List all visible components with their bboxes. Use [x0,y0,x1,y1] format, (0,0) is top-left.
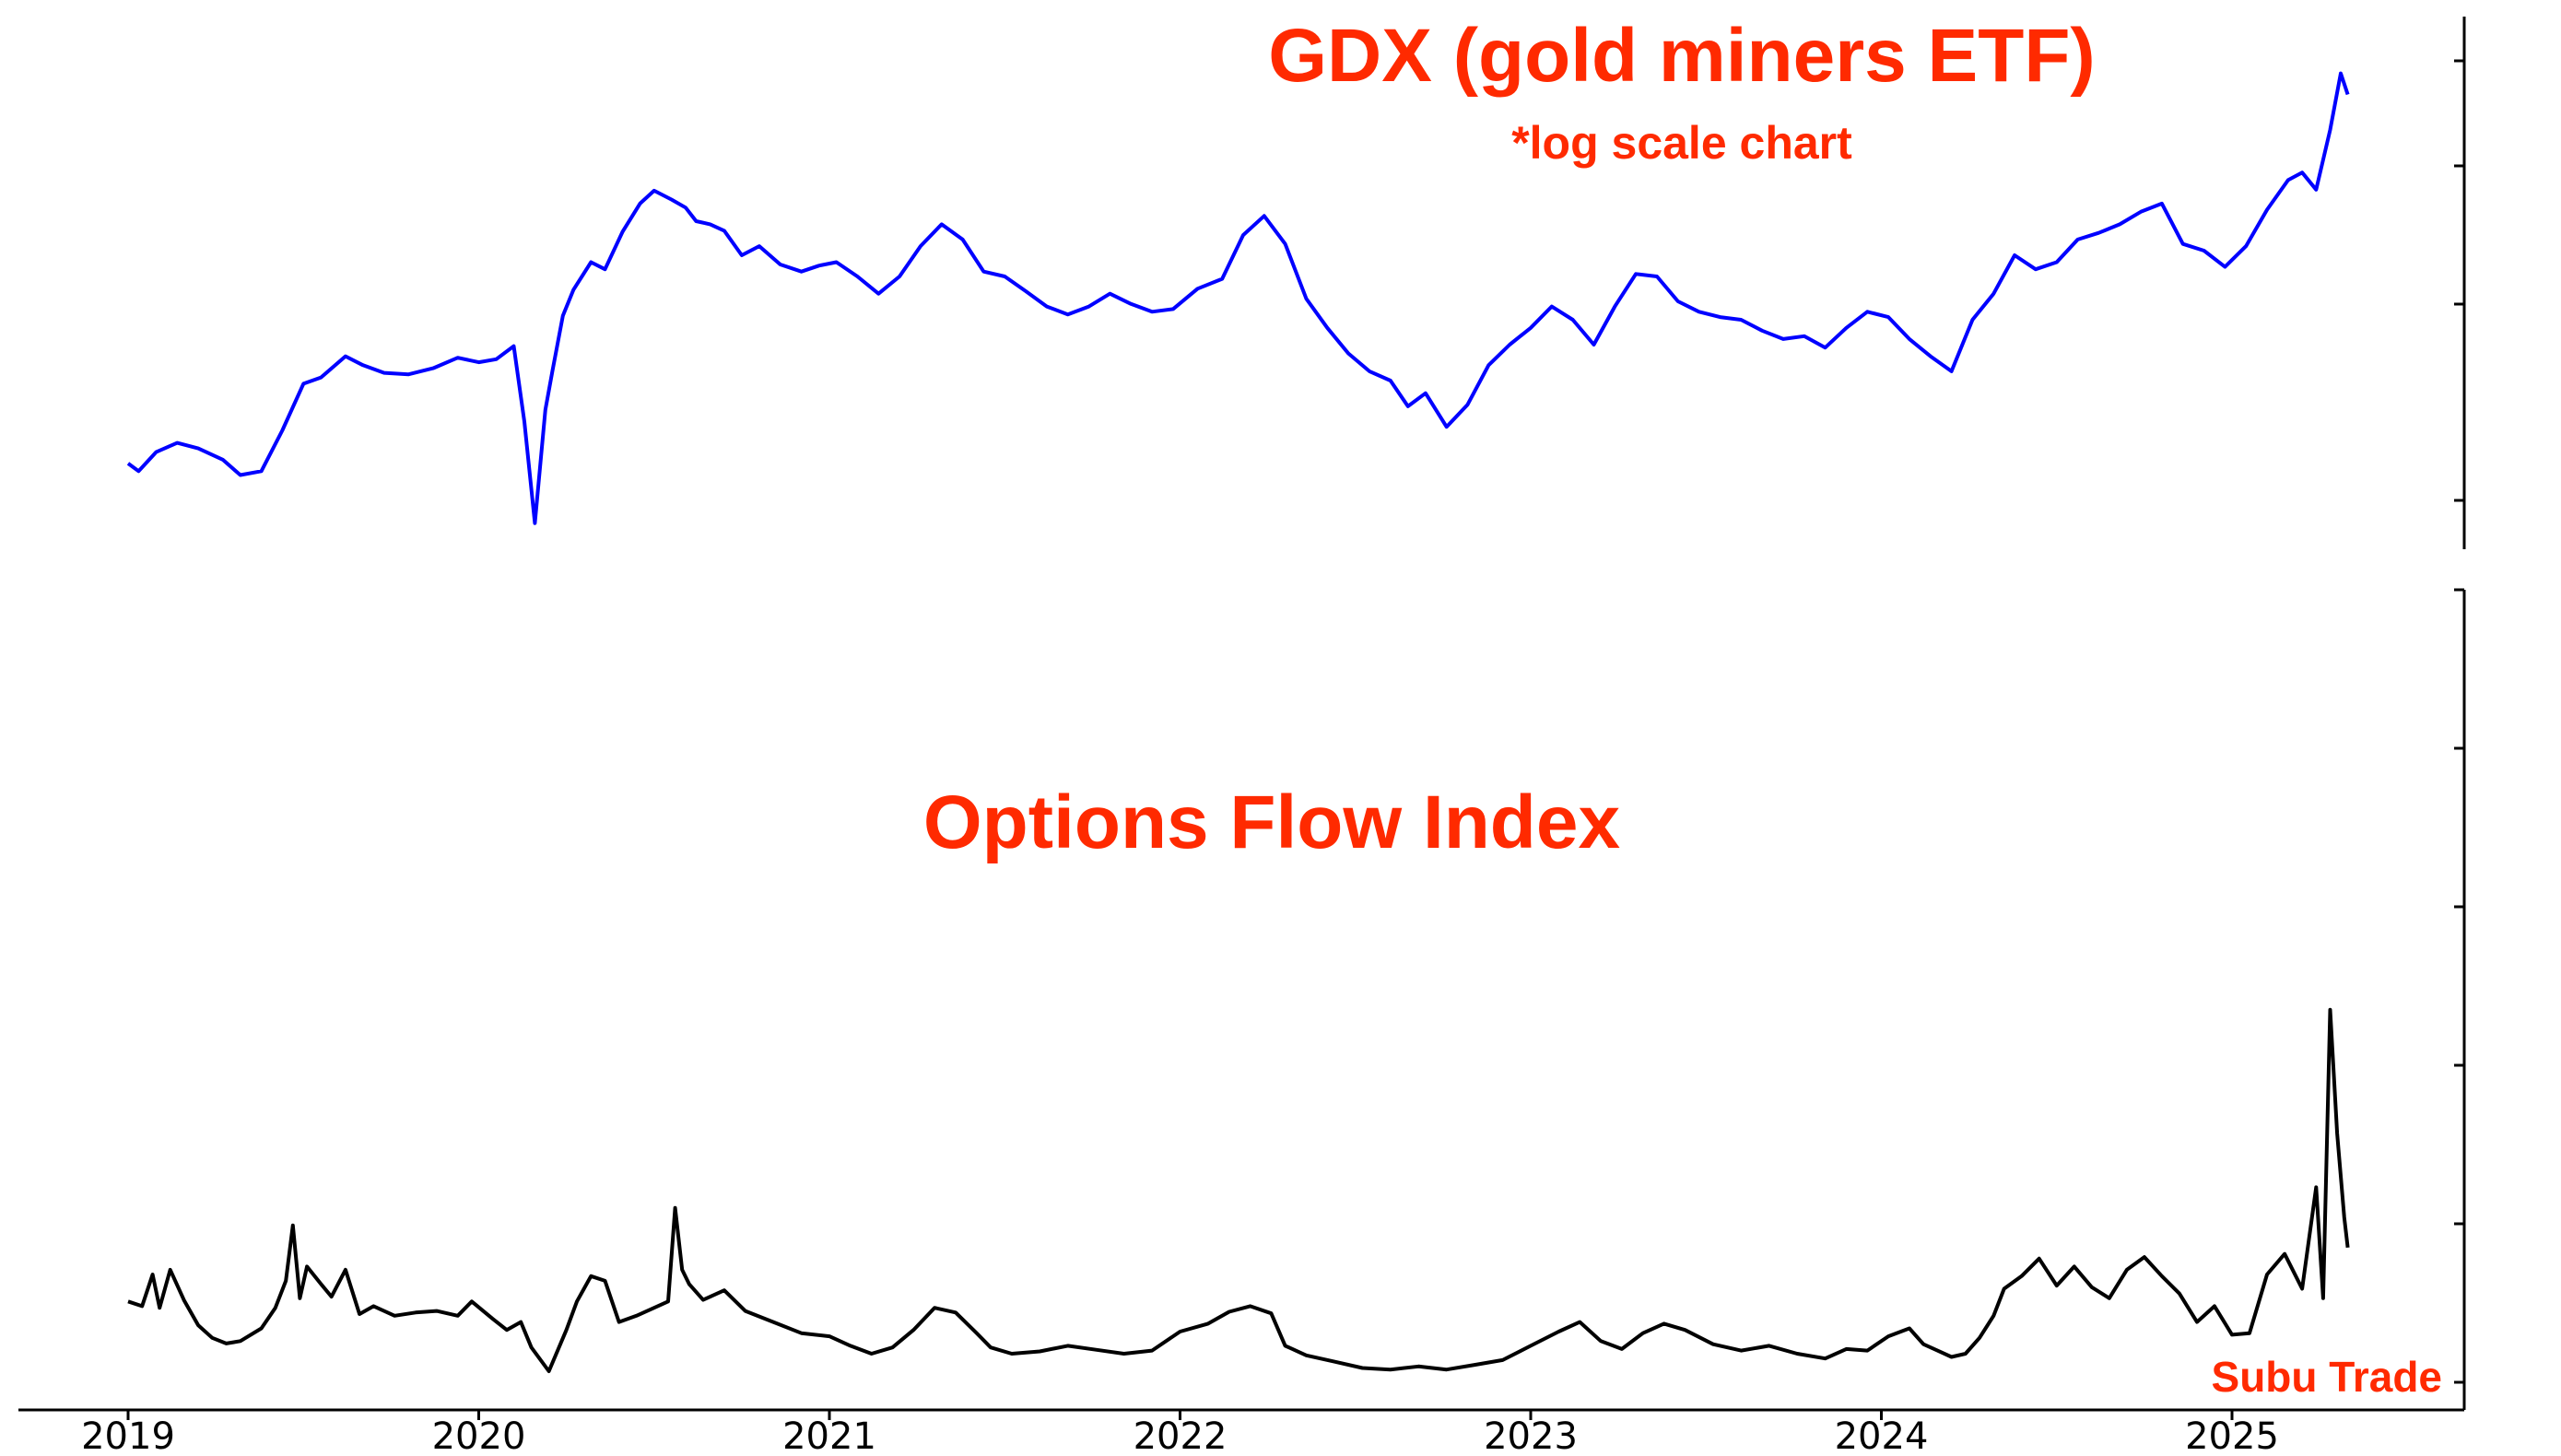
x-tick-label: 2021 [782,1415,876,1456]
ofi-title: Options Flow Index [923,781,1620,864]
x-tick-label: 2019 [81,1415,175,1456]
watermark: Subu Trade [2212,1353,2442,1401]
x-tick-label: 2023 [1484,1415,1578,1456]
ofi-y-ticks [2454,588,2464,1384]
x-tick-label: 2024 [1835,1415,1929,1456]
options-flow-panel: 2019 2020 2021 2022 2023 2024 2025 Options Flo… [18,588,2466,1456]
x-tick-label: 2020 [432,1415,526,1456]
ofi-x-ticks: 2019 2020 2021 2022 2023 2024 2025 [81,1410,2279,1456]
gdx-series-line [126,71,2350,525]
gdx-subtitle: *log scale chart [1511,117,1852,169]
x-tick-label: 2022 [1134,1415,1228,1456]
gdx-title: GDX (gold miners ETF) [1268,14,2095,98]
ofi-series-line [127,1007,2350,1373]
gdx-panel: GDX (gold miners ETF) *log scale chart [126,14,2466,549]
x-tick-label: 2025 [2185,1415,2279,1456]
